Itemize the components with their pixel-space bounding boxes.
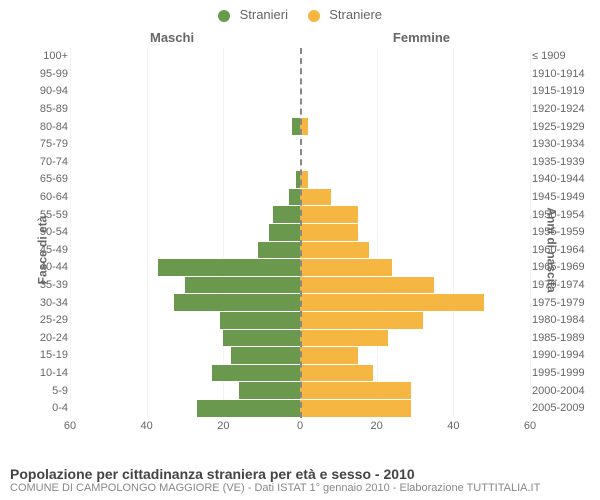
birth-label: 1975-1979 — [532, 297, 600, 309]
bar-male — [258, 242, 300, 259]
legend-swatch-female — [308, 10, 320, 22]
birth-label: 1990-1994 — [532, 349, 600, 361]
bar-female — [300, 189, 331, 206]
age-label: 100+ — [8, 50, 68, 62]
age-label: 55-59 — [8, 209, 68, 221]
birth-label: 1955-1959 — [532, 226, 600, 238]
bar-female — [300, 259, 392, 276]
bar-male — [269, 224, 300, 241]
bar-male — [174, 294, 301, 311]
footer-title: Popolazione per cittadinanza straniera p… — [10, 466, 590, 482]
legend: Stranieri Straniere — [0, 6, 600, 22]
birth-label: ≤ 1909 — [532, 50, 600, 62]
bar-male — [273, 206, 300, 223]
birth-label: 2000-2004 — [532, 385, 600, 397]
legend-label-female: Straniere — [329, 7, 382, 22]
age-label: 80-84 — [8, 121, 68, 133]
bar-male — [185, 277, 300, 294]
birth-label: 1940-1944 — [532, 173, 600, 185]
x-tick: 20 — [371, 420, 383, 432]
bar-female — [300, 312, 423, 329]
birth-label: 1930-1934 — [532, 138, 600, 150]
bar-male — [158, 259, 300, 276]
bar-male — [197, 400, 301, 417]
birth-label: 1925-1929 — [532, 121, 600, 133]
birth-label: 1970-1974 — [532, 279, 600, 291]
bar-female — [300, 382, 411, 399]
bar-male — [289, 189, 301, 206]
bar-female — [300, 224, 358, 241]
age-label: 85-89 — [8, 103, 68, 115]
header-female: Femmine — [393, 30, 450, 45]
bar-male — [231, 347, 300, 364]
birth-label: 1915-1919 — [532, 85, 600, 97]
birth-label: 1950-1954 — [532, 209, 600, 221]
age-label: 25-29 — [8, 314, 68, 326]
bar-female — [300, 330, 388, 347]
birth-label: 1965-1969 — [532, 261, 600, 273]
birth-label: 1945-1949 — [532, 191, 600, 203]
bar-female — [300, 242, 369, 259]
birth-label: 1910-1914 — [532, 68, 600, 80]
x-axis: 6040200204060 — [70, 420, 530, 434]
header-male: Maschi — [150, 30, 194, 45]
age-label: 10-14 — [8, 367, 68, 379]
footer-subtitle: COMUNE DI CAMPOLONGO MAGGIORE (VE) - Dat… — [10, 482, 590, 494]
bar-female — [300, 206, 358, 223]
age-label: 20-24 — [8, 332, 68, 344]
legend-label-male: Stranieri — [240, 7, 288, 22]
x-tick: 60 — [524, 420, 536, 432]
legend-swatch-male — [218, 10, 230, 22]
age-label: 45-49 — [8, 244, 68, 256]
bar-male — [220, 312, 301, 329]
chart-area: 100+≤ 190995-991910-191490-941915-191985… — [70, 48, 530, 438]
bar-female — [300, 365, 373, 382]
age-label: 65-69 — [8, 173, 68, 185]
age-label: 5-9 — [8, 385, 68, 397]
bar-female — [300, 347, 358, 364]
bar-female — [300, 277, 434, 294]
age-label: 30-34 — [8, 297, 68, 309]
bar-female — [300, 400, 411, 417]
age-label: 90-94 — [8, 85, 68, 97]
age-label: 15-19 — [8, 349, 68, 361]
grid-line — [530, 48, 531, 418]
chart-container: Stranieri Straniere Maschi Femmine Fasce… — [0, 0, 600, 500]
age-label: 40-44 — [8, 261, 68, 273]
age-label: 70-74 — [8, 156, 68, 168]
legend-male: Stranieri — [218, 7, 288, 22]
birth-label: 1980-1984 — [532, 314, 600, 326]
birth-label: 1960-1964 — [532, 244, 600, 256]
legend-female: Straniere — [308, 7, 382, 22]
x-tick: 40 — [447, 420, 459, 432]
age-label: 60-64 — [8, 191, 68, 203]
x-tick: 40 — [141, 420, 153, 432]
x-tick: 0 — [297, 420, 303, 432]
age-label: 0-4 — [8, 402, 68, 414]
x-tick: 60 — [64, 420, 76, 432]
bar-male — [212, 365, 300, 382]
age-label: 75-79 — [8, 138, 68, 150]
birth-label: 1920-1924 — [532, 103, 600, 115]
bar-female — [300, 294, 484, 311]
birth-label: 1995-1999 — [532, 367, 600, 379]
age-label: 50-54 — [8, 226, 68, 238]
birth-label: 2005-2009 — [532, 402, 600, 414]
age-label: 35-39 — [8, 279, 68, 291]
age-label: 95-99 — [8, 68, 68, 80]
center-line — [300, 48, 302, 418]
x-tick: 20 — [217, 420, 229, 432]
bar-male — [239, 382, 300, 399]
bar-male — [292, 118, 300, 135]
birth-label: 1985-1989 — [532, 332, 600, 344]
birth-label: 1935-1939 — [532, 156, 600, 168]
footer: Popolazione per cittadinanza straniera p… — [10, 466, 590, 494]
bar-male — [223, 330, 300, 347]
